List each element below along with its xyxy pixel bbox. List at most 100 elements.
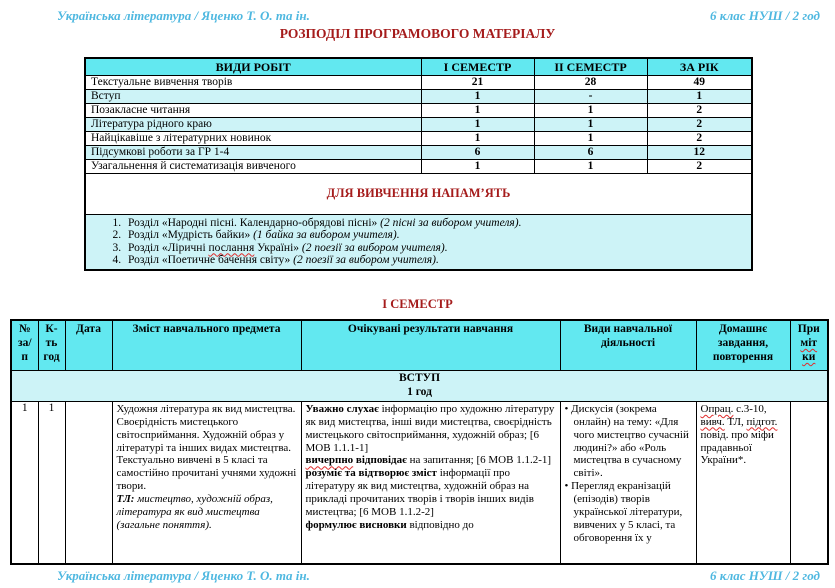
hours-value-cell: 12	[646, 145, 753, 160]
text-run: інформацію про художню літературу як вид…	[305, 402, 555, 454]
works-table-row: Література рідного краю 1 1 2	[84, 117, 753, 132]
hours-value-cell: 6	[420, 145, 535, 160]
work-type-cell: Вступ	[84, 89, 422, 104]
text-run: Художня література як вид мистецтва. Сво…	[116, 402, 296, 454]
work-type-cell: Найцікавіше з літературних новинок	[84, 131, 422, 146]
plan-col-date: Дата	[64, 319, 113, 372]
text-run: (2 пісні за вибором учителя).	[380, 217, 522, 229]
section-hours: 1 год	[407, 385, 432, 398]
paragraph: Опрац. с.3-10, вивч. ТЛ, підгот. повід. …	[701, 403, 787, 468]
works-table-row: Узагальнення й систематизація вивченого 1…	[84, 159, 753, 174]
lesson-results-td: Уважно слухає інформацію про художню літ…	[300, 400, 561, 565]
hours-value-cell: 1	[646, 89, 753, 104]
section-row-intro: ВСТУП 1 год	[10, 370, 829, 402]
text-run: мистецтво, художній образ, література як…	[116, 493, 273, 531]
header-left: Українська література / Яценко Т. О. та …	[57, 8, 310, 23]
text-run: Перегляд екранізацій (епізодів) творів у…	[571, 480, 683, 544]
text-run: Уважно слухає	[305, 402, 379, 415]
hours-value-cell: 2	[646, 103, 753, 118]
text-run: інформації про літературу як вид мистецт…	[305, 467, 534, 519]
paragraph: п	[13, 351, 37, 365]
header-right: 6 клас НУШ / 2 год	[709, 8, 820, 23]
text-run: повід. про міфи прадавньої України*.	[700, 428, 774, 467]
text-run: №	[18, 323, 31, 336]
lesson-activities-cell: Дискусія (зокрема онлайн) на тему: «Для …	[561, 402, 696, 563]
text-run: відповідно до	[406, 518, 474, 531]
text-run: Розділ «Ліричні	[128, 241, 209, 254]
hours-value-cell: 2	[646, 131, 753, 146]
hours-value-cell: 6	[533, 145, 648, 160]
memorize-item: Розділ «Ліричні послання Україні» (2 пое…	[124, 242, 747, 254]
hours-value-cell: 28	[533, 75, 648, 90]
paragraph: ки	[792, 351, 827, 365]
plan-col-number: № за/п	[10, 319, 39, 372]
work-type-cell: Підсумкові роботи за ГР 1-4	[84, 145, 422, 160]
text-run: формулює висновки	[305, 518, 407, 531]
lesson-content-td: Художня література як вид мистецтва. Сво…	[111, 400, 302, 565]
paragraph: Текстуально вивчені в 5 класі та самості…	[117, 454, 298, 493]
text-run: Розділ «Народні пісні. Календарно-обрядо…	[128, 217, 381, 229]
works-col-sem1: І СЕМЕСТР	[420, 57, 535, 76]
lesson-results-cell: Уважно слухає інформацію про художню літ…	[302, 402, 560, 563]
paragraph: розуміє та відтворює зміст інформації пр…	[306, 467, 557, 519]
text-run: Розділ «Мудрість байки»	[128, 229, 254, 242]
lesson-number-cell: 1	[10, 400, 39, 565]
document-title: РОЗПОДІЛ ПРОГРАМОВОГО МАТЕРІАЛУ	[279, 26, 556, 41]
text-run: К-	[45, 323, 58, 336]
text-run: с.3-10,	[733, 402, 767, 415]
lesson-activities-td: Дискусія (зокрема онлайн) на тему: «Для …	[559, 400, 697, 565]
section-title: ВСТУП	[398, 372, 441, 385]
memorize-item: Розділ «Поетичне бачення світу» (2 поезі…	[124, 254, 747, 266]
lesson-homework-cell: Опрац. с.3-10, вивч. ТЛ, підгот. повід. …	[697, 402, 790, 563]
text-run: відповідає	[353, 454, 407, 467]
text-run: вичерпно	[305, 454, 354, 467]
works-table: ВИДИ РОБІТ І СЕМЕСТР ІІ СЕМЕСТР ЗА РІК Т…	[84, 57, 753, 272]
paragraph: №	[13, 323, 37, 337]
text-run: міт	[800, 336, 818, 349]
lesson-hours-cell: 1	[37, 400, 66, 565]
works-col-types: ВИДИ РОБІТ	[84, 57, 422, 76]
text-run: Дискусія (зокрема онлайн) на тему: «Для …	[571, 402, 689, 480]
paragraph: К-	[40, 323, 64, 337]
text-run: ть	[45, 336, 58, 349]
lesson-date-cell	[64, 400, 113, 565]
text-run: При	[797, 323, 820, 336]
hours-value-cell: 1	[533, 117, 648, 132]
works-table-body: Текстуальне вивчення творів 21 28 49 Вступ 1-…	[84, 75, 753, 174]
works-table-row: Текстуальне вивчення творів 21 28 49	[84, 75, 753, 90]
memorize-item: Розділ «Народні пісні. Календарно-обрядо…	[124, 217, 747, 229]
text-run: (2 поезії за вибором учителя).	[293, 253, 439, 266]
text-run: послання	[208, 241, 255, 254]
paragraph: При	[792, 323, 827, 337]
work-type-cell: Позакласне читання	[84, 103, 422, 118]
memorize-list-row: Розділ «Народні пісні. Календарно-обрядо…	[84, 214, 753, 271]
text-run: Текстуально вивчені в 5 класі та самості…	[116, 454, 297, 493]
plan-col-results: Очікувані результати навчання	[300, 319, 561, 372]
paragraph: Уважно слухає інформацію про художню літ…	[306, 403, 557, 455]
text-run: підгот.	[746, 415, 778, 428]
paragraph: год	[40, 351, 64, 365]
text-run: п	[21, 350, 29, 363]
hours-value-cell: 1	[533, 103, 648, 118]
memorize-list-cell: Розділ «Народні пісні. Календарно-обрядо…	[84, 214, 753, 271]
semester-heading: І СЕМЕСТР	[382, 297, 453, 312]
hours-value-cell: 1	[420, 89, 535, 104]
works-table-row: Вступ 1-1	[84, 89, 753, 104]
text-run: год	[43, 350, 60, 363]
text-run: ТЛ:	[116, 493, 138, 506]
page-footer: Українська література / Яценко Т. О. та …	[0, 568, 835, 583]
hours-value-cell: 1	[533, 159, 648, 174]
memorize-heading: ДЛЯ ВИВЧЕННЯ НАПАМ’ЯТЬ	[84, 173, 753, 215]
paragraph: міт	[792, 337, 827, 351]
plan-col-note: При міт ки	[789, 319, 829, 372]
works-col-year: ЗА РІК	[646, 57, 753, 76]
lesson-row: 1 1 Художня література як вид мистецтва.…	[10, 400, 829, 565]
works-table-row: Позакласне читання 1 1 2	[84, 103, 753, 118]
plan-col-homework: Домашнє завдання, повторення	[695, 319, 791, 372]
works-header-row: ВИДИ РОБІТ І СЕМЕСТР ІІ СЕМЕСТР ЗА РІК	[84, 57, 753, 76]
hours-value-cell: 21	[420, 75, 535, 90]
memorize-heading-row: ДЛЯ ВИВЧЕННЯ НАПАМ’ЯТЬ	[84, 173, 753, 215]
paragraph: Художня література як вид мистецтва. Сво…	[117, 403, 298, 455]
paragraph: ТЛ: мистецтво, художній образ, літератур…	[117, 493, 298, 532]
plan-col-activities: Види навчальної діяльності	[559, 319, 697, 372]
